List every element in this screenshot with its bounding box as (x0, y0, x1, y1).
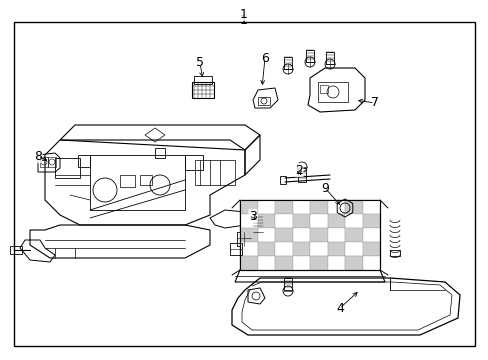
Bar (309, 228, 327, 242)
Bar (184, 155, 203, 170)
Bar (292, 242, 309, 256)
Text: 4: 4 (335, 302, 343, 315)
Bar (195, 160, 235, 185)
Bar (240, 214, 257, 228)
Bar (78, 155, 90, 167)
Bar (362, 256, 379, 270)
Bar (389, 250, 399, 256)
Bar (55, 158, 80, 178)
Bar (309, 242, 327, 256)
Bar (240, 228, 257, 242)
Bar (274, 256, 292, 270)
Bar (297, 168, 305, 182)
Text: 5: 5 (196, 57, 203, 69)
Bar (292, 228, 309, 242)
Bar (155, 148, 164, 158)
Bar (237, 232, 250, 246)
Bar (90, 155, 184, 210)
Text: 8: 8 (34, 149, 42, 162)
Bar (240, 200, 379, 270)
Bar (345, 200, 362, 214)
Bar (257, 256, 274, 270)
Bar (319, 85, 327, 93)
Bar (327, 228, 345, 242)
Bar (362, 200, 379, 214)
Bar (192, 82, 214, 98)
Bar (40, 157, 48, 167)
Bar (305, 50, 313, 62)
Text: 1: 1 (240, 14, 247, 27)
Bar (280, 176, 285, 184)
Bar (362, 214, 379, 228)
Bar (292, 214, 309, 228)
Bar (274, 200, 292, 214)
Bar (257, 228, 274, 242)
Bar (240, 200, 379, 270)
Bar (309, 200, 327, 214)
Bar (327, 200, 345, 214)
Bar (327, 214, 345, 228)
Bar (274, 214, 292, 228)
Bar (327, 242, 345, 256)
Bar (284, 57, 291, 69)
Bar (257, 242, 274, 256)
Bar (48, 157, 56, 167)
Text: 6: 6 (261, 51, 268, 64)
Bar (257, 214, 274, 228)
Bar (292, 256, 309, 270)
Bar (274, 228, 292, 242)
Bar (345, 242, 362, 256)
Bar (309, 256, 327, 270)
Text: 1: 1 (240, 8, 247, 21)
Bar (120, 175, 135, 187)
Bar (345, 256, 362, 270)
Bar (327, 256, 345, 270)
Bar (362, 242, 379, 256)
Bar (240, 256, 257, 270)
Bar (10, 246, 22, 254)
Text: 9: 9 (321, 181, 328, 194)
Bar (325, 52, 333, 64)
Text: 2: 2 (294, 163, 303, 176)
Bar (292, 200, 309, 214)
Bar (140, 175, 152, 185)
Bar (362, 228, 379, 242)
Bar (240, 242, 257, 256)
Bar (345, 214, 362, 228)
Bar (284, 278, 291, 290)
Bar (309, 214, 327, 228)
Text: 3: 3 (248, 210, 256, 222)
Bar (274, 242, 292, 256)
Bar (345, 228, 362, 242)
Bar (257, 200, 274, 214)
Bar (240, 200, 257, 214)
Bar (317, 82, 347, 102)
Bar (258, 97, 269, 105)
Bar (229, 243, 242, 255)
Text: 7: 7 (370, 96, 378, 109)
Bar (194, 76, 212, 84)
Bar (252, 217, 263, 231)
